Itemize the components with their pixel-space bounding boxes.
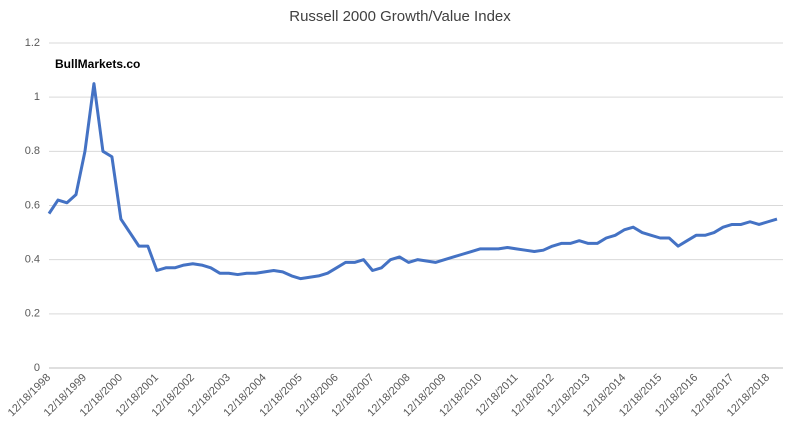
y-tick-label: 1.2 xyxy=(25,37,40,49)
y-tick-label: 0.6 xyxy=(25,199,40,211)
data-line xyxy=(47,82,778,281)
y-tick-label: 1 xyxy=(34,91,40,103)
y-tick-label: 0 xyxy=(34,362,40,374)
annotation: BullMarkets.co xyxy=(55,57,140,71)
y-tick-label: 0.8 xyxy=(25,145,40,157)
y-tick-label: 0.2 xyxy=(25,308,40,320)
chart-title: Russell 2000 Growth/Value Index xyxy=(289,8,511,25)
y-tick-label: 0.4 xyxy=(25,254,40,266)
